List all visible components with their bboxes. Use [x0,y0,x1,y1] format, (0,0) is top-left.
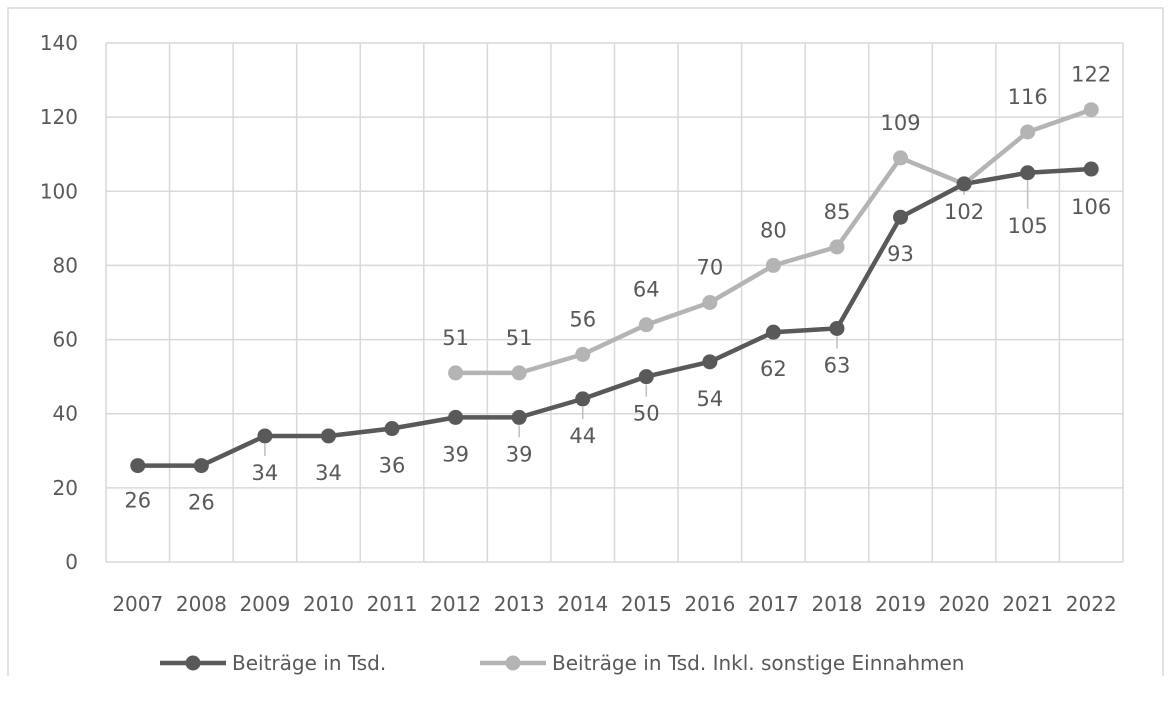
data-label-series-2: 56 [569,307,596,331]
x-tick-label: 2009 [239,592,290,616]
x-tick-label: 2015 [621,592,672,616]
series-2-point [511,365,527,381]
data-label-series-2: 51 [506,326,533,350]
data-label-series-2: 70 [696,256,723,280]
data-label-series-1: 93 [887,242,914,266]
series-1-point [702,354,718,370]
series-2-point [638,317,654,333]
x-tick-label: 2013 [494,592,545,616]
x-tick-label: 2017 [748,592,799,616]
data-label-series-1: 26 [188,491,215,515]
series-1-point [1083,161,1099,177]
y-tick-label: 60 [53,328,78,352]
series-1-point [638,369,654,385]
x-tick-label: 2018 [812,592,863,616]
series-2-point [448,365,464,381]
data-label-series-2: 80 [760,218,787,242]
x-tick-label: 2011 [367,592,418,616]
data-label-series-1: 34 [252,461,279,485]
series-1-point [448,409,464,425]
series-1-point [130,458,146,474]
series-1-point [257,428,273,444]
series-2-point [575,346,591,362]
data-label-series-1: 63 [824,353,851,377]
y-tick-label: 100 [40,179,78,203]
data-label-series-1: 34 [315,461,342,485]
data-label-series-2: 122 [1071,63,1111,87]
data-label-series-1: 39 [442,442,469,466]
series-1-point [956,176,972,192]
x-tick-label: 2010 [303,592,354,616]
data-label-series-2: 85 [824,200,851,224]
y-tick-label: 140 [40,31,78,55]
data-label-series-2: 116 [1008,85,1048,109]
series-1-point [193,458,209,474]
x-tick-label: 2019 [875,592,926,616]
series-2-point [829,239,845,255]
data-label-series-2: 109 [880,111,920,135]
series-2-point [765,257,781,273]
data-label-series-1: 102 [944,200,984,224]
legend-label: Beiträge in Tsd. [232,651,386,675]
legend-swatch-marker [505,655,521,671]
data-label-series-1: 50 [633,402,660,426]
data-label-series-1: 26 [124,489,151,513]
data-label-series-1: 54 [696,387,723,411]
x-tick-label: 2007 [112,592,163,616]
series-line-1 [137,166,1092,468]
x-tick-label: 2014 [557,592,608,616]
series-1-point [765,324,781,340]
y-tick-label: 40 [53,402,78,426]
x-tick-label: 2021 [1002,592,1053,616]
data-label-series-1: 62 [760,357,787,381]
series-1-point [384,421,400,437]
x-tick-label: 2008 [176,592,227,616]
series-2-point [1083,102,1099,118]
data-label-series-1: 105 [1008,214,1048,238]
data-label-series-2: 64 [633,278,660,302]
series-1-point [320,428,336,444]
series-1-point [511,409,527,425]
legend-swatch-marker [185,655,201,671]
series-2-point [893,150,909,166]
data-label-series-1: 106 [1071,195,1111,219]
series-1-point [829,320,845,336]
y-tick-label: 120 [40,105,78,129]
x-tick-label: 2020 [939,592,990,616]
data-label-series-2: 51 [442,326,469,350]
series-1-point [575,391,591,407]
x-tick-label: 2012 [430,592,481,616]
data-label-series-1: 36 [379,454,406,478]
series-1-point [893,209,909,225]
series-2-point [1020,124,1036,140]
x-tick-label: 2016 [684,592,735,616]
data-label-series-1: 39 [506,442,533,466]
y-tick-label: 80 [53,253,78,277]
series-2-point [702,295,718,310]
series-1-point [1020,165,1036,181]
data-label-series-1: 44 [569,424,596,448]
y-tick-label: 0 [65,550,78,574]
chart-border [7,7,1164,676]
x-tick-label: 2022 [1066,592,1117,616]
legend-label: Beiträge in Tsd. Inkl. sonstige Einnahme… [552,651,964,675]
y-tick-label: 20 [53,476,78,500]
